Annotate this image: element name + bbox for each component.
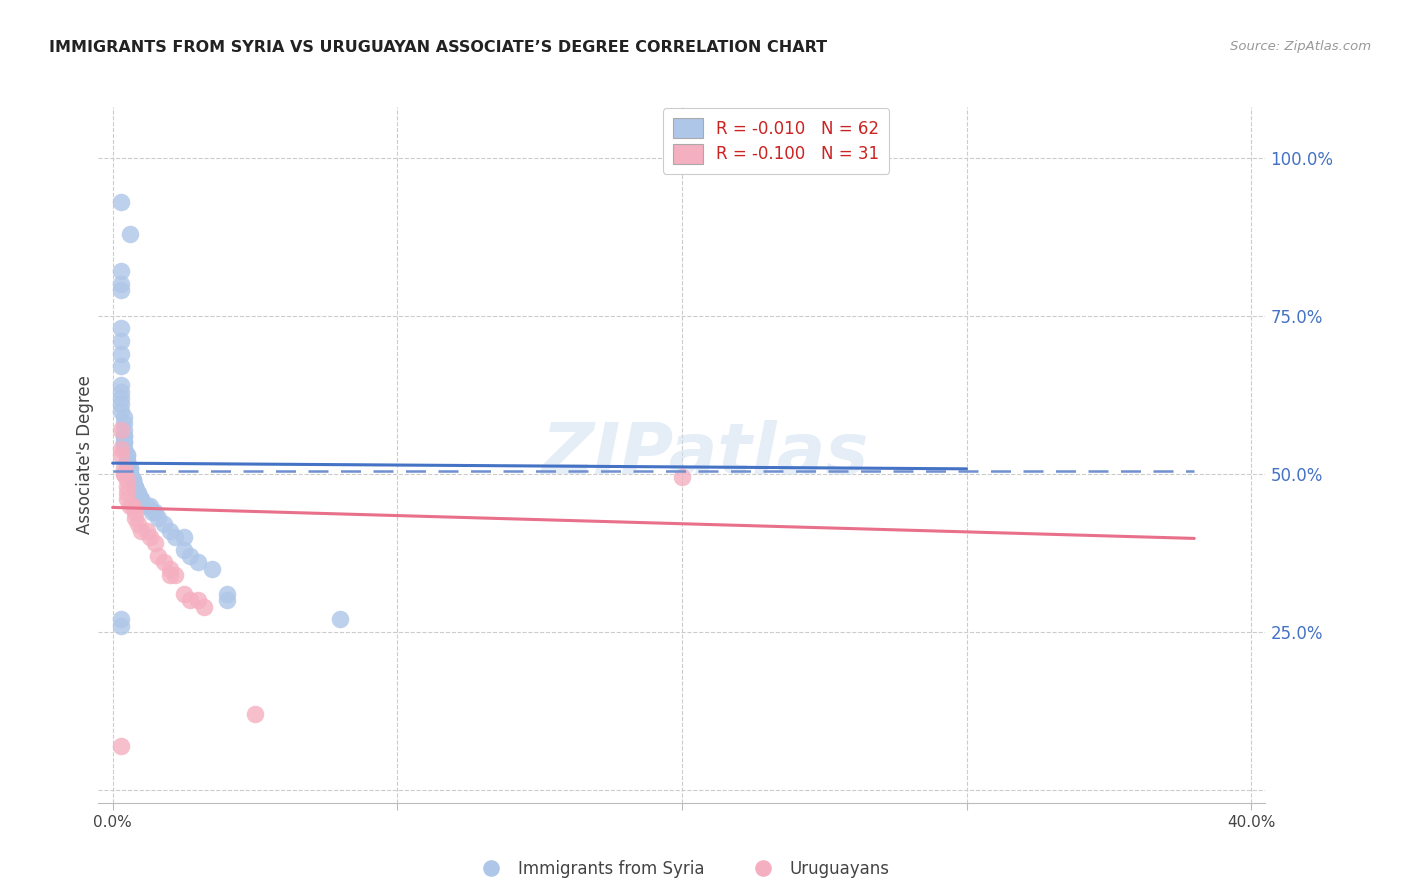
Point [110,334,132,348]
Point [121,473,143,487]
Point [110,384,132,399]
Point [118,467,141,481]
Point [159,568,181,582]
Point [110,423,132,437]
Point [124,505,146,519]
Point [118,467,141,481]
Point [112,442,135,456]
Point [112,429,135,443]
Point [179,549,201,563]
Text: ZIPatlas: ZIPatlas [541,420,869,490]
Text: Source: ZipAtlas.com: Source: ZipAtlas.com [1230,40,1371,54]
Point [127,486,149,500]
Point [121,499,143,513]
Point [112,467,135,481]
Point [671,470,693,484]
Point [179,593,201,607]
Point [115,492,138,507]
Point [124,479,146,493]
Point [135,524,157,538]
Point [129,492,152,507]
Point [112,435,135,450]
Point [215,587,238,601]
Point [110,403,132,417]
Point [143,536,166,550]
Point [201,562,224,576]
Point [112,423,135,437]
Text: IMMIGRANTS FROM SYRIA VS URUGUAYAN ASSOCIATE’S DEGREE CORRELATION CHART: IMMIGRANTS FROM SYRIA VS URUGUAYAN ASSOC… [49,40,827,55]
Point [110,284,132,298]
Point [110,378,132,392]
Point [153,556,176,570]
Point [121,473,143,487]
Point [138,499,160,513]
Point [110,618,132,632]
Point [159,524,181,538]
Point [110,448,132,462]
Point [112,409,135,424]
Point [127,517,149,532]
Point [110,264,132,278]
Point [129,492,152,507]
Point [153,517,176,532]
Point [110,347,132,361]
Point [124,511,146,525]
Point [112,442,135,456]
Point [159,562,181,576]
Point [187,593,209,607]
Point [141,505,163,519]
Point [118,467,141,481]
Point [129,524,152,538]
Point [112,417,135,431]
Y-axis label: Associate's Degree: Associate's Degree [76,376,94,534]
Point [115,448,138,462]
Point [165,530,187,544]
Point [112,429,135,443]
Point [138,530,160,544]
Point [187,556,209,570]
Point [124,479,146,493]
Point [118,499,141,513]
Point [118,467,141,481]
Point [124,479,146,493]
Point [110,442,132,456]
Point [112,467,135,481]
Point [118,460,141,475]
Point [243,707,266,722]
Point [148,549,170,563]
Point [110,391,132,405]
Point [115,454,138,468]
Point [329,612,352,626]
Point [121,473,143,487]
Point [193,599,215,614]
Point [127,486,149,500]
Point [115,479,138,493]
Point [215,593,238,607]
Point [110,359,132,374]
Point [110,397,132,411]
Point [110,612,132,626]
Point [110,194,132,209]
Point [110,739,132,753]
Point [115,486,138,500]
Point [110,277,132,292]
Point [112,435,135,450]
Point [112,460,135,475]
Point [115,454,138,468]
Point [115,460,138,475]
Point [115,448,138,462]
Point [115,473,138,487]
Legend: Immigrants from Syria, Uruguayans: Immigrants from Syria, Uruguayans [468,854,896,885]
Point [173,542,195,557]
Point [110,321,132,335]
Point [173,530,195,544]
Point [143,505,166,519]
Point [118,460,141,475]
Point [118,227,141,241]
Point [165,568,187,582]
Point [135,499,157,513]
Point [173,587,195,601]
Point [148,511,170,525]
